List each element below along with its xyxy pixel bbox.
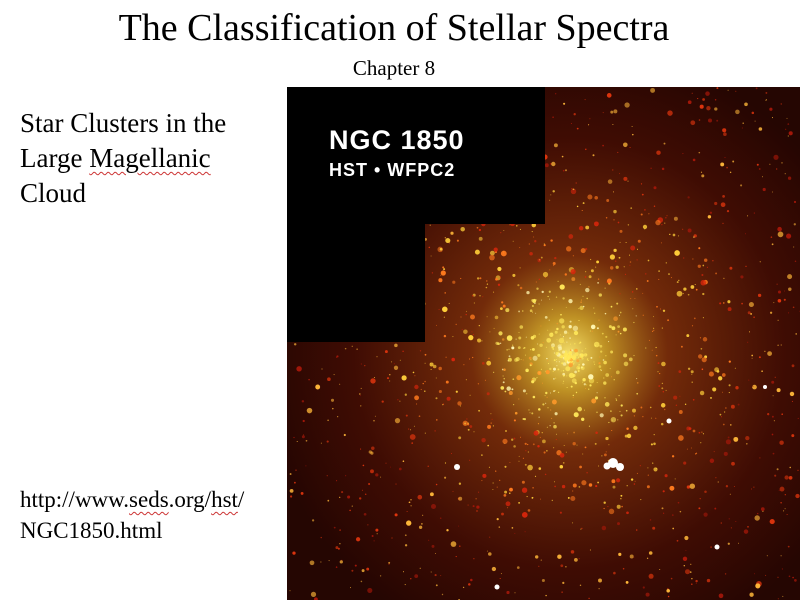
image-label-instrument: HST • WFPC2 [329,160,456,180]
caption-line: Large Magellanic [20,141,282,176]
url-line[interactable]: http://www.seds.org/hst/ [20,484,288,515]
url-part[interactable]: / [237,487,245,512]
url-part-flagged[interactable]: seds [129,487,169,512]
url-line[interactable]: NGC1850.html [20,518,163,543]
image-label-name: NGC 1850 [329,125,465,155]
image-label: NGC 1850 HST • WFPC2 [329,124,465,184]
cluster-image [287,87,800,600]
image-caption: Star Clusters in the Large Magellanic Cl… [20,106,282,211]
slide-subtitle: Chapter 8 [352,56,436,80]
slide-title: The Classification of Stellar Spectra [118,7,670,49]
caption-word: Large [20,143,90,173]
cluster-image-graphic [287,87,800,600]
url-part[interactable]: .org/ [168,487,212,512]
caption-line: Cloud [20,178,87,208]
url-part[interactable]: http://www. [20,487,130,512]
caption-line: Star Clusters in the [20,108,227,138]
url-part-flagged[interactable]: hst [211,487,238,512]
source-url[interactable]: http://www.seds.org/hst/ NGC1850.html [20,484,288,546]
caption-word-flagged: Magellanic [89,143,211,173]
